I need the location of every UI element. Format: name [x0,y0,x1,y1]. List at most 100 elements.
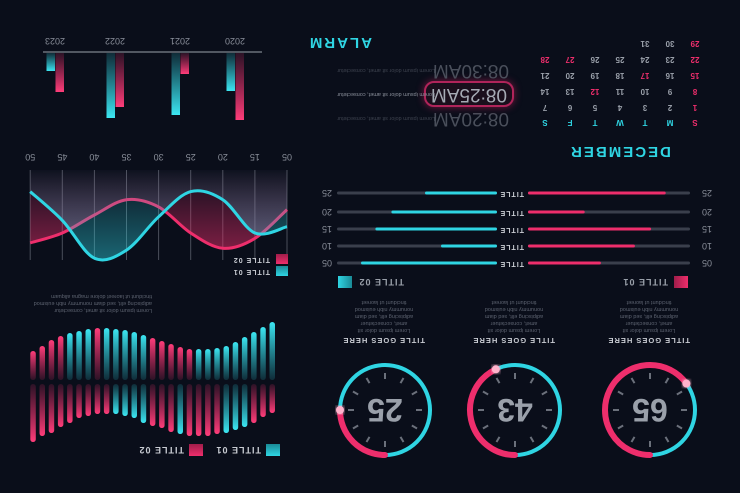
alarm-description: Lorem ipsum dolor sit amet, consectetur [337,67,435,73]
calendar-day[interactable]: 31 [640,39,650,48]
progress-center-label: TITLE [499,260,524,267]
calendar-day[interactable]: 8 [692,87,698,96]
wave-bar-lower [48,340,55,380]
progress-fill-title-01 [528,244,635,248]
wave-bar-upper [269,384,275,413]
progress-row-label: 25 [321,188,332,198]
wave-bar-upper [205,384,211,436]
calendar-day[interactable]: 16 [665,71,675,80]
calendar-day[interactable]: 2 [667,103,673,112]
gauge-tick [529,377,535,384]
calendar-day[interactable]: 17 [640,71,650,80]
calendar-day[interactable]: 23 [665,55,675,64]
calendar-day[interactable]: 1 [692,103,698,112]
calendar-weekday: S [692,118,698,127]
calendar-day[interactable]: 11 [615,87,625,96]
gauge-value: 25 [367,392,403,428]
gauge-tick [411,424,418,430]
progress-row-label: 10 [701,241,712,251]
progress-row-label: 10 [321,241,332,251]
gauge-tick [630,436,636,443]
wave-bar-lower [195,349,202,380]
calendar-day[interactable]: 20 [565,71,575,80]
column-bar-cyan [226,53,235,91]
x-tick-label: 25 [185,152,196,162]
calendar-weekday: S [542,118,548,127]
column-bar-pink [55,53,64,92]
wave-bar-upper [140,384,147,423]
calendar-month: DECEMBER [569,143,671,160]
wave-bar-lower [30,351,36,380]
wave-bar-upper [85,384,91,416]
calendar-day[interactable]: 3 [642,103,648,112]
calendar-day[interactable]: 30 [665,39,675,48]
calendar-day[interactable]: 26 [590,55,600,64]
progress-center-label: TITLE [499,243,524,250]
gauge-title: TITLE GOES HERE [342,336,425,345]
calendar-day[interactable]: 29 [690,39,700,48]
wave-bar-upper [223,384,229,433]
wave-bar-lower [269,322,275,380]
x-tick-label: 45 [57,152,68,162]
calendar-day[interactable]: 14 [540,87,550,96]
alarm-time[interactable]: 08:30AM [432,60,509,81]
progress-row-label: 15 [321,224,332,234]
calendar-day[interactable]: 9 [667,87,673,96]
column-bar-cyan [171,53,180,115]
wave-bar-upper [122,384,128,416]
wave-bar-lower [232,342,239,380]
wave-bar-lower [113,329,119,380]
gauge-tick [676,390,683,396]
wave-bar-lower [251,332,257,380]
progress-center-label: TITLE [499,209,524,216]
calendar-day[interactable]: 13 [565,87,575,96]
legend-swatch-title-02 [338,276,352,288]
wave-bar-lower [76,331,82,380]
wave-bar-upper [241,384,248,427]
calendar-day[interactable]: 19 [590,71,600,80]
progress-row-label: 20 [321,207,332,217]
wave-bar-lower [186,349,193,380]
gauge-value-arc [602,362,690,458]
calendar-day[interactable]: 7 [542,103,548,112]
calendar-weekday: M [666,118,674,127]
calendar-day[interactable]: 15 [690,71,700,80]
line-legend-title-02: TITLE 02 [232,256,270,263]
progress-row-label: 05 [701,258,712,268]
calendar-day[interactable]: 18 [615,71,625,80]
gauge-title: TITLE GOES HERE [607,336,690,345]
calendar-day[interactable]: 22 [690,55,700,64]
calendar-day[interactable]: 24 [640,55,650,64]
gauge-tick [495,436,501,443]
wave-bar-lower [122,330,128,380]
progress-fill-title-02 [375,227,497,231]
progress-fill-title-02 [441,244,497,248]
wave-bar-upper [195,384,202,436]
calendar-day[interactable]: 12 [590,87,600,96]
wave-bar-lower [205,349,211,380]
calendar-day[interactable]: 28 [540,55,550,64]
calendar-day[interactable]: 25 [615,55,625,64]
progress-legend-title-02: TITLE 02 [358,277,404,287]
alarm-time[interactable]: 08:25AM [423,81,514,107]
wave-bar-upper [76,384,82,418]
calendar-day[interactable]: 21 [540,71,550,80]
column-bar-cyan [106,53,115,118]
column-category-label: 2022 [104,36,126,46]
calendar-day[interactable]: 27 [565,55,575,64]
calendar-day[interactable]: 10 [640,87,650,96]
progress-fill-title-01 [528,191,666,195]
gauge-value: 43 [497,392,533,428]
column-bar-pink [115,53,124,107]
wave-bar-lower [223,346,229,380]
x-tick-label: 40 [89,152,100,162]
calendar-day[interactable]: 4 [617,103,623,112]
wave-bar-upper [131,384,137,418]
gauge-tick [365,377,371,384]
x-tick-label: 50 [25,152,36,162]
legend-swatch-title-01 [266,444,280,456]
progress-fill-title-02 [361,261,497,265]
alarm-time[interactable]: 08:20AM [432,108,509,129]
calendar-day[interactable]: 6 [567,103,573,112]
calendar-day[interactable]: 5 [592,103,598,112]
